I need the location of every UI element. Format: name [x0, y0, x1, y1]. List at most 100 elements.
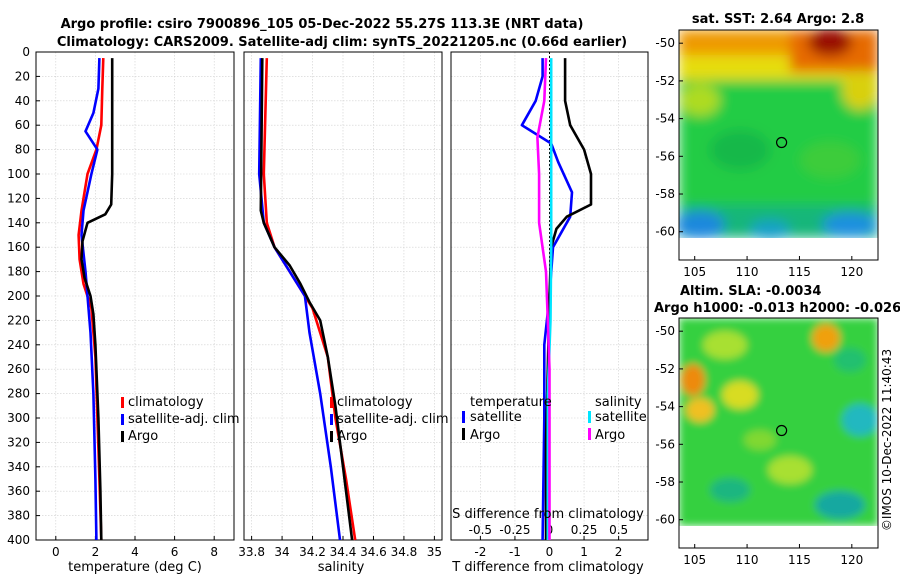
- series-line-argo: [80, 58, 114, 541]
- map-y-tick-label: -50: [655, 324, 675, 338]
- legend-label-sal-satellite: satellite: [595, 410, 647, 425]
- sla-map-title: Altim. SLA: -0.0034: [680, 284, 821, 299]
- map-x-tick-label: 115: [788, 553, 811, 567]
- y-tick-label: 200: [7, 289, 30, 303]
- x-tick-label: 34: [274, 545, 289, 559]
- map-y-tick-label: -56: [655, 437, 675, 451]
- sst-map-image: [679, 30, 878, 238]
- y-tick-label: 100: [7, 167, 30, 181]
- sst-map-ticks: 105 110 115 120 -50 -52 -54 -56 -58 -60: [655, 36, 863, 279]
- map-x-tick-label: 105: [683, 265, 706, 279]
- y-tick-label: 80: [15, 143, 30, 157]
- salinity-panel: 33.8 34 34.2 34.4 34.6 34.8 35 salinity climat…: [238, 51, 449, 575]
- map-y-tick-label: -60: [655, 225, 675, 239]
- temperature-legend: climatology satellite-adj. clim Argo: [121, 395, 240, 444]
- difference-lines: [520, 58, 593, 541]
- map-y-tick-label: -52: [655, 362, 675, 376]
- salinity-legend: climatology satellite-adj. clim Argo: [330, 395, 449, 444]
- x-tick-label-top: 0.25: [571, 523, 598, 537]
- salinity-grid: [244, 51, 442, 541]
- series-line-satellite-adj-clim: [80, 58, 101, 541]
- legend-swatch-temp-satellite: [462, 411, 465, 423]
- y-tick-label: 280: [7, 387, 30, 401]
- legend-swatch-temp-argo: [462, 428, 465, 440]
- y-tick-label: 120: [7, 191, 30, 205]
- x-tick-label: 0: [52, 545, 60, 559]
- x-tick-label: 6: [171, 545, 179, 559]
- legend-label-satellite-adj: satellite-adj. clim: [128, 412, 240, 427]
- legend-swatch-satellite-adj: [330, 414, 333, 425]
- x-tick-label: -2: [474, 545, 486, 559]
- sst-no-data-band: [679, 238, 878, 260]
- y-tick-label: 160: [7, 240, 30, 254]
- legend-swatch-argo: [121, 431, 124, 442]
- x-tick-label: 35: [427, 545, 442, 559]
- salinity-x-label: salinity: [318, 560, 365, 575]
- difference-x-label: T difference from climatology: [451, 560, 644, 575]
- temperature-grid: [36, 51, 234, 541]
- series-line-climatology: [262, 58, 357, 541]
- legend-label-satellite-adj: satellite-adj. clim: [337, 412, 449, 427]
- map-x-tick-label: 105: [683, 553, 706, 567]
- x-tick-label-top: -0.5: [469, 523, 492, 537]
- temperature-lines: [77, 58, 114, 541]
- map-y-tick-label: -60: [655, 513, 675, 527]
- map-y-tick-label: -58: [655, 475, 675, 489]
- legend-swatch-argo: [330, 431, 333, 442]
- map-y-tick-label: -50: [655, 36, 675, 50]
- legend-swatch-satellite-adj: [121, 414, 124, 425]
- y-tick-label: 400: [7, 533, 30, 547]
- legend-title-temperature: temperature: [470, 395, 552, 410]
- difference-panel: -2 -1 0 1 2-0.5 -0.25 0 0.25 0.5 S difference fr…: [450, 51, 649, 575]
- y-tick-label: 320: [7, 435, 30, 449]
- legend-label-argo: Argo: [337, 429, 367, 444]
- map-y-tick-label: -54: [655, 112, 675, 126]
- x-tick-label: 34.4: [330, 545, 357, 559]
- map-y-tick-label: -52: [655, 74, 675, 88]
- sla-map-image: [679, 318, 878, 526]
- difference-x-ticks: -2 -1 0 1 2-0.5 -0.25 0 0.25 0.5: [469, 523, 629, 559]
- sst-argo-location-marker: [775, 136, 788, 149]
- legend-label-temp-argo: Argo: [470, 428, 500, 443]
- sst-map-title: sat. SST: 2.64 Argo: 2.8: [692, 12, 864, 27]
- legend-swatch-sal-satellite: [588, 411, 591, 423]
- y-tick-label: 40: [15, 94, 30, 108]
- y-tick-label: 380: [7, 509, 30, 523]
- salinity-x-ticks: 33.8 34 34.2 34.4 34.6 34.8 35: [238, 536, 442, 559]
- legend-swatch-sal-argo: [588, 428, 591, 440]
- y-tick-label: 0: [22, 45, 30, 59]
- x-tick-label: 0: [546, 545, 554, 559]
- difference-legend-salinity: salinity satellite Argo: [588, 395, 647, 443]
- sla-map-subtitle: Argo h1000: -0.013 h2000: -0.026: [654, 301, 900, 316]
- y-tick-label: 180: [7, 265, 30, 279]
- legend-label-temp-satellite: satellite: [470, 410, 522, 425]
- x-tick-label: -1: [509, 545, 521, 559]
- temperature-x-label: temperature (deg C): [68, 560, 202, 575]
- y-tick-label: 140: [7, 216, 30, 230]
- y-tick-label: 300: [7, 411, 30, 425]
- series-line-temperature-satellite: [520, 58, 574, 541]
- title-line-1: Argo profile: csiro 7900896_105 05-Dec-2…: [61, 17, 584, 32]
- sla-map-frame: [678, 317, 879, 549]
- x-tick-label: 34.2: [299, 545, 326, 559]
- map-y-tick-label: -58: [655, 187, 675, 201]
- sla-no-data-band: [679, 526, 878, 548]
- salinity-lines: [257, 58, 357, 541]
- series-line-salinity-argo: [536, 58, 551, 540]
- x-tick-label-top: 0.5: [609, 523, 628, 537]
- difference-legend-temperature: temperature satellite Argo: [462, 395, 552, 443]
- legend-label-sal-argo: Argo: [595, 428, 625, 443]
- sla-argo-location-marker: [775, 424, 788, 437]
- series-line-argo: [259, 58, 354, 541]
- y-tick-label: 240: [7, 338, 30, 352]
- title-line-2: Climatology: CARS2009. Satellite-adj cli…: [57, 35, 627, 50]
- series-line-satellite-adj-clim: [257, 58, 342, 541]
- sla-map-ticks: 105 110 115 120 -50 -52 -54 -56 -58 -60: [655, 324, 863, 567]
- legend-label-argo: Argo: [128, 429, 158, 444]
- x-tick-label: 2: [615, 545, 623, 559]
- sla-color-field: [679, 318, 878, 526]
- sla-map-panel: Altim. SLA: -0.0034 Argo h1000: -0.013 h…: [654, 284, 900, 567]
- imos-watermark: ©IMOS 10-Dec-2022 11:40:43: [880, 349, 894, 531]
- sst-color-field: [679, 30, 878, 238]
